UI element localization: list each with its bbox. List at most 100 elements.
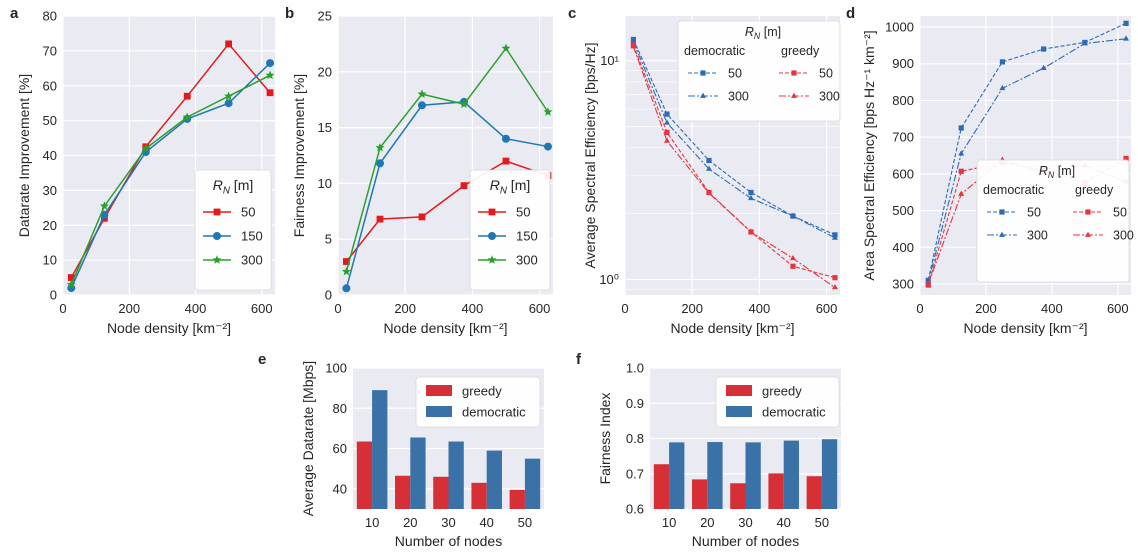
x-tick-label: 600 bbox=[251, 301, 273, 316]
data-point bbox=[342, 258, 350, 265]
y-tick-label: 10 bbox=[318, 176, 332, 191]
y-tick-label: 0 bbox=[325, 288, 332, 303]
legend-marker bbox=[213, 232, 221, 240]
y-tick-label: 20 bbox=[43, 218, 57, 233]
legend-entry: 50 bbox=[516, 205, 530, 220]
x-tick-label: 0 bbox=[621, 301, 628, 316]
legend: greedy democratic bbox=[715, 376, 840, 428]
x-tick-label: 10 bbox=[365, 515, 379, 530]
y-tick-label: 0 bbox=[50, 288, 57, 303]
data-point bbox=[999, 59, 1006, 65]
panel-letter: a bbox=[10, 5, 19, 22]
data-point bbox=[265, 70, 275, 80]
legend-entry: 300 bbox=[728, 90, 749, 104]
series-line bbox=[632, 41, 836, 239]
legend-entry: greedy bbox=[762, 384, 802, 399]
data-point bbox=[705, 189, 712, 196]
x-tick-label: 30 bbox=[738, 515, 752, 530]
legend: RN [m]democratic greedy 50 300 50 300 bbox=[677, 20, 841, 122]
data-point bbox=[831, 284, 838, 290]
data-point bbox=[224, 99, 233, 108]
legend-marker bbox=[999, 231, 1005, 237]
y-tick-label: 50 bbox=[43, 113, 57, 128]
series-democratic-300 bbox=[630, 38, 838, 240]
y-tick-label: 0.6 bbox=[626, 502, 644, 517]
panel-letter: f bbox=[576, 351, 582, 368]
data-point bbox=[790, 263, 796, 269]
y-tick-label: 25 bbox=[318, 9, 332, 24]
legend-marker bbox=[488, 208, 496, 216]
y-tick-label: 15 bbox=[318, 120, 332, 135]
legend-group-label: democratic bbox=[684, 44, 745, 58]
panel-letter: b bbox=[285, 5, 294, 22]
chart-panel-a: a 0 10 20 30 40 50 60 70 80 0 200 400 600 Node density… bbox=[10, 5, 275, 336]
series-greedy-300 bbox=[630, 43, 838, 290]
y-tick-label: 400 bbox=[892, 240, 914, 255]
data-point bbox=[460, 182, 468, 190]
y-axis-label: Average Spectral Efficiency [bps/Hz] bbox=[582, 43, 598, 269]
y-tick-label: 600 bbox=[892, 166, 914, 181]
data-point bbox=[342, 284, 351, 293]
x-axis-label: Node density [km⁻²] bbox=[107, 320, 231, 336]
legend-entry: 300 bbox=[241, 253, 263, 268]
legend-title: RN [m] bbox=[1039, 164, 1075, 180]
legend-entry: democratic bbox=[462, 405, 526, 420]
x-tick-label: 600 bbox=[529, 301, 551, 316]
data-point bbox=[543, 107, 553, 116]
legend-swatch bbox=[726, 406, 752, 417]
data-point bbox=[99, 201, 109, 210]
legend-swatch bbox=[726, 385, 752, 396]
y-tick-label: 0.7 bbox=[626, 466, 644, 481]
data-point bbox=[341, 266, 351, 276]
x-tick-label: 10 bbox=[662, 515, 676, 530]
data-point bbox=[999, 84, 1006, 91]
x-tick-label: 600 bbox=[816, 301, 838, 316]
series-line bbox=[632, 46, 836, 288]
data-point bbox=[417, 101, 426, 110]
bar-greedy bbox=[471, 482, 487, 509]
grid bbox=[62, 15, 275, 296]
y-tick-label: 100 bbox=[325, 361, 347, 376]
data-point bbox=[789, 254, 796, 261]
chart-panel-e: e 40 60 80 100 Number of nodes Average Datarat… bbox=[258, 351, 544, 549]
legend-marker bbox=[1085, 209, 1091, 215]
data-point bbox=[958, 168, 964, 174]
data-point bbox=[418, 213, 426, 221]
y-tick-label: 80 bbox=[43, 9, 57, 24]
data-point bbox=[375, 142, 385, 152]
x-tick-label: 20 bbox=[700, 515, 714, 530]
x-tick-label: 0 bbox=[334, 301, 341, 316]
legend-marker bbox=[487, 255, 497, 264]
y-tick-label: 0.8 bbox=[626, 431, 644, 446]
x-axis-label: Number of nodes bbox=[395, 533, 502, 549]
bar-democratic bbox=[669, 442, 685, 509]
legend-title: RN [m] bbox=[490, 177, 531, 197]
legend-entry: 50 bbox=[1113, 206, 1127, 220]
legend-entry: 150 bbox=[516, 229, 538, 244]
bar-democratic bbox=[486, 450, 502, 509]
data-point bbox=[1081, 40, 1088, 46]
data-point bbox=[501, 134, 510, 143]
series-150 bbox=[67, 59, 275, 293]
y-tick-label: 300 bbox=[892, 276, 914, 291]
legend-title: RN [m] bbox=[745, 25, 781, 41]
series-line bbox=[70, 62, 271, 289]
y-axis-label: Area Spectral Efficiency [bps Hz⁻¹ km⁻²] bbox=[861, 30, 877, 280]
series-line bbox=[345, 160, 549, 262]
x-tick-label: 400 bbox=[1041, 301, 1063, 316]
data-point bbox=[376, 215, 384, 223]
data-point bbox=[501, 43, 511, 53]
legend-entry: 50 bbox=[241, 205, 255, 220]
x-axis-label: Number of nodes bbox=[692, 533, 799, 549]
data-point bbox=[705, 165, 712, 171]
data-point bbox=[1123, 155, 1129, 162]
series-line bbox=[927, 22, 1127, 281]
x-tick-label: 20 bbox=[403, 515, 417, 530]
x-axis-label: Node density [km⁻²] bbox=[383, 320, 507, 336]
bar-democratic bbox=[448, 441, 464, 509]
data-point bbox=[141, 143, 151, 153]
data-point bbox=[225, 40, 233, 48]
y-tick-label: 1000 bbox=[885, 20, 914, 35]
legend-marker bbox=[700, 92, 706, 98]
